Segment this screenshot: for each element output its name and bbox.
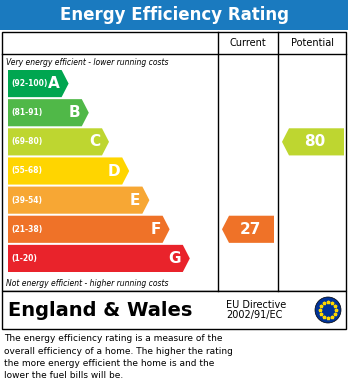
Text: 27: 27 xyxy=(239,222,261,237)
Text: E: E xyxy=(130,193,140,208)
Text: (69-80): (69-80) xyxy=(11,137,42,146)
Text: F: F xyxy=(150,222,160,237)
Text: The energy efficiency rating is a measure of the
overall efficiency of a home. T: The energy efficiency rating is a measur… xyxy=(4,334,233,380)
Text: B: B xyxy=(68,105,80,120)
Bar xyxy=(2,32,346,291)
Polygon shape xyxy=(8,245,190,272)
Text: (92-100): (92-100) xyxy=(11,79,47,88)
Polygon shape xyxy=(8,99,89,126)
Text: 2002/91/EC: 2002/91/EC xyxy=(226,310,282,320)
Bar xyxy=(2,291,346,329)
Text: A: A xyxy=(48,76,60,91)
Circle shape xyxy=(315,297,341,323)
Text: Very energy efficient - lower running costs: Very energy efficient - lower running co… xyxy=(6,58,168,67)
Text: Energy Efficiency Rating: Energy Efficiency Rating xyxy=(60,6,288,24)
Text: (81-91): (81-91) xyxy=(11,108,42,117)
Text: C: C xyxy=(89,135,100,149)
Bar xyxy=(0,0,348,30)
Text: (55-68): (55-68) xyxy=(11,167,42,176)
Polygon shape xyxy=(8,216,169,243)
Polygon shape xyxy=(282,128,344,156)
Text: (1-20): (1-20) xyxy=(11,254,37,263)
Text: G: G xyxy=(168,251,181,266)
Text: Not energy efficient - higher running costs: Not energy efficient - higher running co… xyxy=(6,279,168,288)
Polygon shape xyxy=(8,158,129,185)
Text: EU Directive: EU Directive xyxy=(226,300,286,310)
Text: (39-54): (39-54) xyxy=(11,196,42,204)
Text: England & Wales: England & Wales xyxy=(8,301,192,319)
Polygon shape xyxy=(8,187,149,214)
Text: D: D xyxy=(108,163,120,179)
Polygon shape xyxy=(222,216,274,243)
Text: (21-38): (21-38) xyxy=(11,225,42,234)
Polygon shape xyxy=(8,128,109,156)
Polygon shape xyxy=(8,70,69,97)
Text: 80: 80 xyxy=(304,135,326,149)
Text: Potential: Potential xyxy=(292,38,334,48)
Text: Current: Current xyxy=(230,38,266,48)
